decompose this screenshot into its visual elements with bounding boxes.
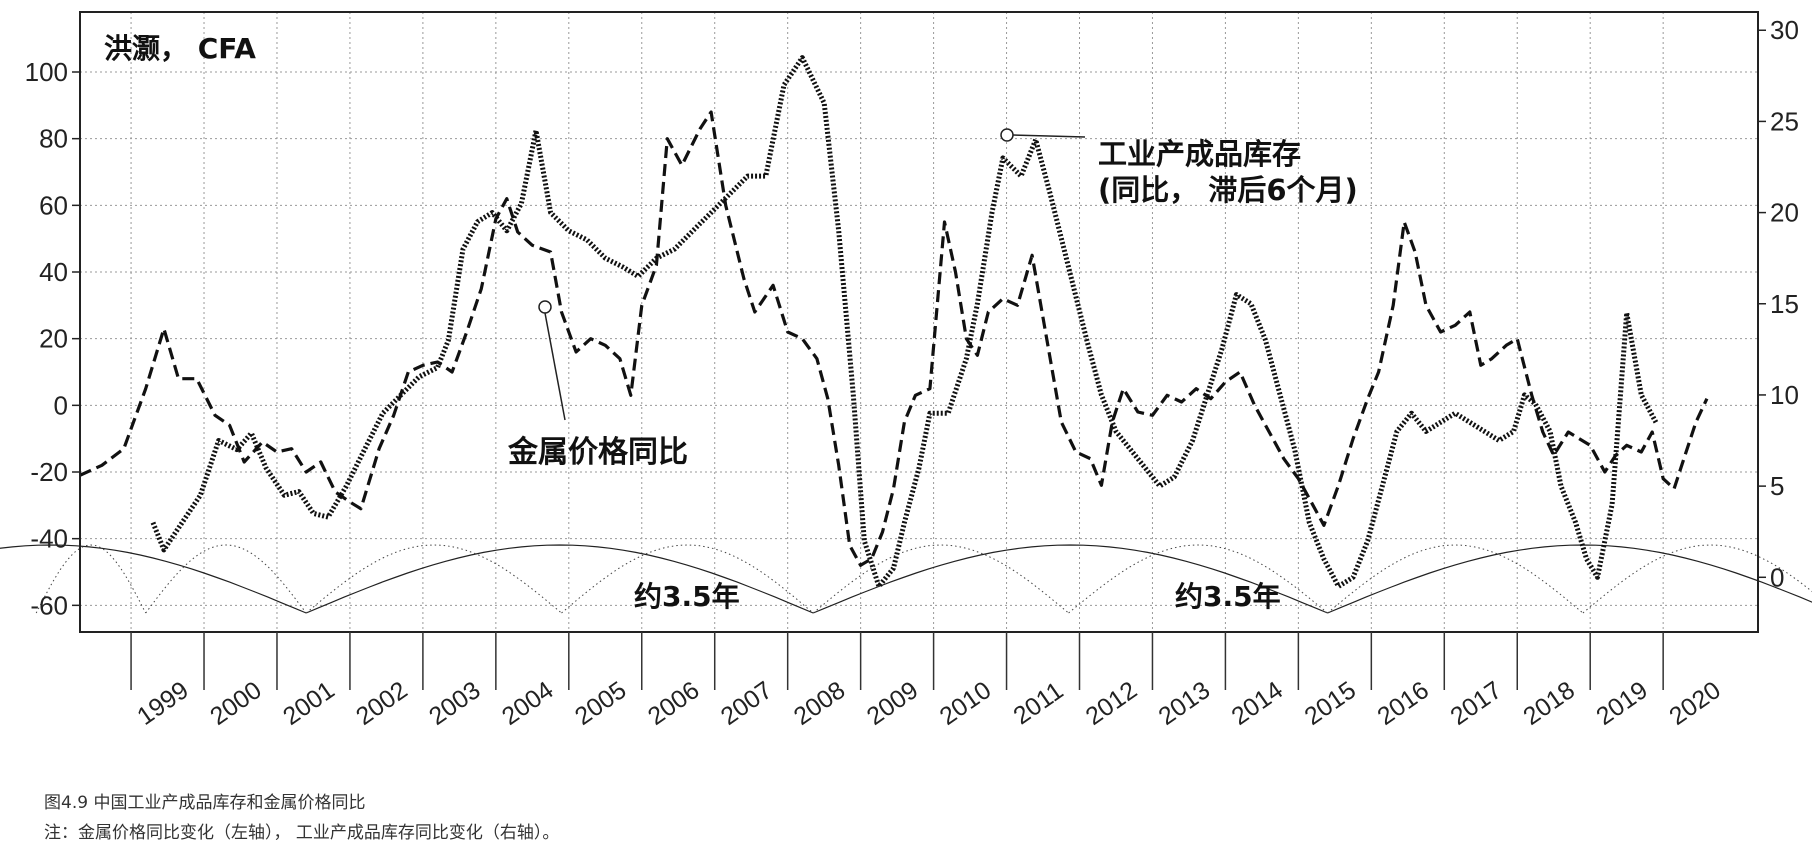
year-label: 2018	[1518, 676, 1580, 731]
left-tick-label: 80	[39, 124, 68, 154]
year-label: 2017	[1445, 676, 1507, 731]
inventory-marker	[1000, 128, 1014, 142]
right-tick-label: 10	[1770, 380, 1799, 410]
year-label: 2005	[570, 676, 632, 731]
right-tick-label: 0	[1770, 562, 1784, 592]
year-label: 2013	[1154, 676, 1216, 731]
figure-note: 注：金属价格同比变化（左轴）， 工业产成品库存同比变化（右轴）。	[44, 823, 560, 843]
plot-frame	[79, 11, 1759, 633]
metal-marker	[538, 300, 552, 314]
left-tick-label: 100	[25, 57, 68, 87]
year-label: 2008	[789, 676, 851, 731]
left-tick-label: 20	[39, 324, 68, 354]
year-label: 2007	[716, 676, 778, 731]
year-label: 2019	[1591, 676, 1653, 731]
cycle-arc-small	[35, 544, 147, 614]
cycle-arcs	[0, 544, 1812, 614]
right-tick-label: 25	[1770, 106, 1799, 136]
left-tick-label: 0	[54, 390, 68, 420]
year-label: 2015	[1299, 676, 1361, 731]
cycle-arc-large	[1327, 544, 1812, 614]
cycle-arc-small	[1068, 544, 1328, 614]
right-tick-label: 15	[1770, 289, 1799, 319]
cycle-arc-large	[812, 544, 1328, 614]
inventory-series-line	[150, 55, 1659, 589]
cycle-arc-small	[145, 544, 307, 614]
left-tick-label: -20	[30, 457, 68, 487]
figure-caption: 图4.9 中国工业产成品库存和金属价格同比	[44, 793, 366, 813]
year-label: 2016	[1372, 676, 1434, 731]
year-label: 2000	[205, 676, 267, 731]
inventory-label-line2: (同比， 滞后6个月)	[1098, 173, 1358, 207]
right-axis-ticks: 0 5 10 15 20 25 30	[1758, 15, 1799, 592]
right-tick-label: 5	[1770, 471, 1784, 501]
left-tick-label: 40	[39, 257, 68, 287]
cycle-arc-large	[305, 544, 814, 614]
metal-price-series-line	[80, 110, 1709, 567]
grid	[80, 12, 1758, 632]
right-tick-label: 20	[1770, 198, 1799, 228]
metal-label: 金属价格同比	[507, 435, 688, 470]
year-label: 2020	[1664, 676, 1726, 731]
inventory-leader-line	[1012, 134, 1086, 138]
year-label: 2010	[935, 676, 997, 731]
year-label: 2001	[278, 676, 340, 731]
cycle-arc-small	[1582, 544, 1812, 614]
cycle-arc-large	[0, 544, 307, 614]
series-lines	[80, 55, 1709, 589]
year-label: 2009	[862, 676, 924, 731]
cycle-label-2: 约3.5年	[1175, 580, 1281, 613]
x-axis-ticks: 1999 2000 2001 2002 2003 2004 2005 2006 2007 2008…	[130, 632, 1726, 731]
metal-leader-line	[544, 312, 566, 421]
source-label: 洪灏， CFA	[104, 32, 256, 65]
inventory-label-line1: 工业产成品库存	[1098, 137, 1301, 171]
left-tick-label: -40	[30, 524, 68, 554]
cycle-arc-small	[1327, 544, 1584, 614]
cycle-arc-small	[561, 544, 814, 614]
left-axis-ticks: -60 -40 -20 0 20 40 60 80 100	[25, 57, 80, 620]
year-label: 1999	[132, 676, 194, 731]
cycle-arc-small	[812, 544, 1069, 614]
year-label: 2012	[1081, 676, 1143, 731]
cycle-label-1: 约3.5年	[634, 580, 740, 613]
year-label: 2014	[1226, 676, 1288, 731]
year-label: 2003	[424, 676, 486, 731]
year-label: 2004	[497, 676, 559, 731]
right-tick-label: 30	[1770, 15, 1799, 45]
left-tick-label: -60	[30, 590, 68, 620]
left-tick-label: 60	[39, 190, 68, 220]
cycle-arc-small	[305, 544, 562, 614]
year-label: 2002	[351, 676, 413, 731]
year-label: 2006	[643, 676, 705, 731]
year-label: 2011	[1008, 677, 1068, 731]
